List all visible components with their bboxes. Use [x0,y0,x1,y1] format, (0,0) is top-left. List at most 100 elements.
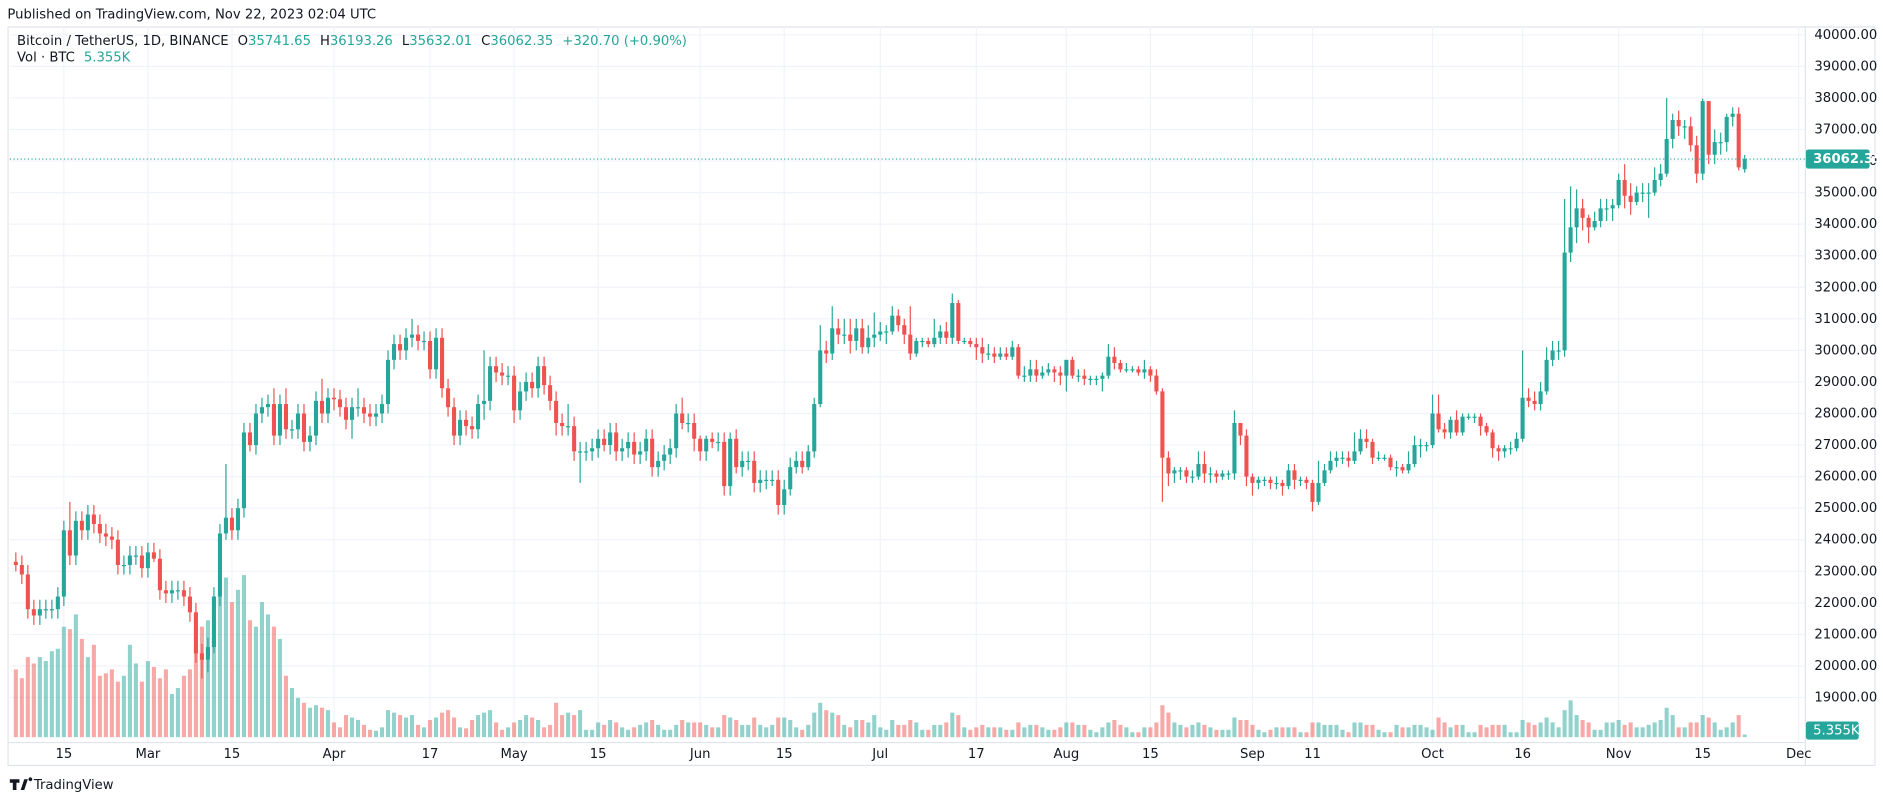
volume-bar [1478,724,1483,738]
candle-body [704,438,709,452]
candle-body [163,590,168,594]
volume-bar [920,729,925,738]
candle-body [1580,208,1585,218]
volume-bar [518,719,523,738]
volume-bar [668,729,673,738]
candle-body [428,340,433,370]
x-tick-label: Oct [1421,747,1444,762]
candle-body [91,514,96,524]
candle-body [758,479,763,483]
y-tick-label: 39000.00 [1814,59,1877,74]
volume-bar [343,715,349,738]
volume-bar [145,661,150,738]
candle-body [716,441,721,444]
volume-bar [620,727,625,738]
volume-bar [470,719,475,738]
y-tick-label: 22000.00 [1814,596,1877,611]
volume-bar [289,688,295,738]
volume-bar [217,595,222,738]
volume-bar [349,717,355,738]
candle-body [1184,470,1189,477]
volume-bar [788,719,793,738]
volume-bar [13,669,18,738]
volume-bar [19,678,24,738]
volume-bar [1652,722,1657,738]
candle-body [241,432,246,509]
volume-bar [842,724,847,738]
volume-bar [115,681,120,738]
candle-body [1238,422,1243,436]
volume-bar [728,717,733,738]
volume-bar [1052,729,1057,738]
candle-body [301,413,307,442]
candle-body [1094,378,1099,380]
candle-body [1730,113,1735,117]
volume-bar [692,722,697,738]
volume-bar [818,702,823,738]
candle-body [488,366,493,401]
x-tick-label: 11 [1304,747,1321,762]
candle-body [1412,445,1417,465]
candle-body [1736,113,1741,168]
candle-body [1604,208,1609,210]
candle-body [770,479,775,481]
x-tick-label: Nov [1606,747,1632,762]
y-tick-label: 40000.00 [1814,28,1877,43]
volume-bar [1574,715,1579,738]
volume-bar [1376,729,1381,738]
candle-body [1028,369,1033,376]
candle-body [1088,378,1093,380]
grid [9,26,1805,742]
candle-body [632,441,637,455]
candle-body [890,315,895,332]
volume-bar [1724,727,1729,738]
volume-bar [1520,719,1525,738]
candle-body [1658,173,1663,180]
candle-body [950,303,955,338]
candle-body [1448,419,1453,433]
volume-bar [1694,722,1699,738]
candle-body [728,438,733,487]
volume-bar [49,651,54,738]
candle-body [1196,464,1201,477]
candle-body [1124,369,1129,371]
volume-bar [1226,729,1231,738]
candle-body [764,479,769,481]
candle-body [1526,397,1531,401]
candle-body [265,404,271,408]
volume-bar [644,722,649,738]
volume-bar [1040,727,1045,738]
volume-bar [1700,715,1705,738]
candle-body [1694,145,1699,174]
candle-body [1244,435,1249,477]
candle-body [247,432,252,446]
candle-body [914,340,919,354]
volume-bar [1190,724,1195,738]
candle-body [205,647,210,660]
volume-bar [301,702,307,738]
y-tick-label: 26000.00 [1814,470,1877,485]
candle-body [139,555,144,569]
volume-bar [61,626,66,738]
candles [13,97,1747,679]
candle-body [1172,470,1177,474]
volume-bar [1004,729,1009,738]
volume-bar [1382,732,1387,738]
volume-bar [181,675,186,738]
candle-body [1298,479,1303,481]
volume-bar [1346,732,1351,738]
candle-body [1112,356,1117,364]
candle-body [1718,142,1723,144]
candle-body [842,334,847,336]
candle-body [403,337,409,351]
candle-body [722,441,727,487]
candle-body [1400,467,1405,471]
volume-bar [506,727,511,738]
volume-bar [608,719,613,738]
x-tick-label: 16 [1514,747,1531,762]
candle-body [1652,179,1657,193]
volume-bar [542,727,547,738]
candle-body [1040,372,1045,376]
candle-body [926,340,931,345]
candle-body [866,337,871,348]
